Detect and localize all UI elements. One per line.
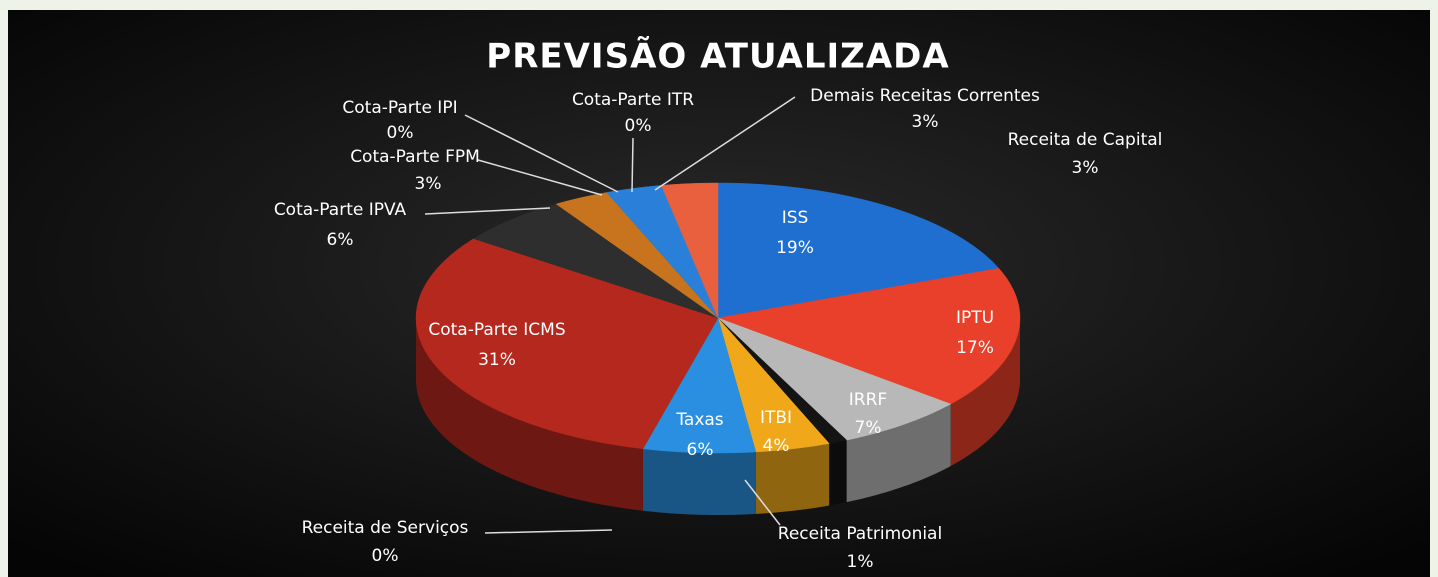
slice-label: Cota-Parte ICMS	[428, 320, 565, 340]
slice-value: 1%	[847, 552, 874, 572]
pie-slice	[415, 238, 719, 450]
slice-value: 0%	[372, 546, 399, 566]
slice-value: 17%	[956, 338, 994, 358]
slice-value: 6%	[327, 230, 354, 250]
slice-label: Demais Receitas Correntes	[810, 86, 1040, 106]
slice-value: 4%	[763, 436, 790, 456]
slice-label: Cota-Parte FPM	[350, 147, 480, 167]
pie-side	[755, 443, 830, 514]
slice-value: 0%	[625, 116, 652, 136]
leader-line	[654, 96, 796, 191]
leader-line	[477, 159, 603, 196]
slice-label: Cota-Parte IPI	[342, 98, 457, 118]
slice-label: Receita de Serviços	[302, 518, 469, 538]
slice-value: 3%	[415, 174, 442, 194]
pie-side	[846, 404, 951, 503]
slice-label: IRRF	[849, 390, 887, 410]
pie-side	[829, 440, 847, 506]
slice-label: Taxas	[675, 410, 723, 430]
slice-value: 0%	[387, 123, 414, 143]
pie-slice	[661, 182, 719, 319]
pie-slice	[717, 317, 830, 453]
slice-value: 19%	[776, 238, 814, 258]
slice-value: 3%	[912, 112, 939, 132]
slice-label: Cota-Parte IPVA	[274, 200, 407, 220]
pie-slice	[717, 182, 1000, 319]
leader-line	[631, 137, 634, 193]
pie-slice	[717, 317, 848, 444]
slice-label: Receita Patrimonial	[778, 524, 942, 544]
chart-title: PREVISÃO ATUALIZADA	[486, 36, 949, 77]
pie-slice	[717, 317, 952, 441]
pie-side	[950, 318, 1020, 467]
slice-value: 6%	[687, 440, 714, 460]
slice-label: Receita de Capital	[1008, 130, 1163, 150]
pie-slice	[642, 317, 757, 454]
leader-line	[464, 114, 619, 193]
leader-line	[744, 479, 781, 526]
slice-label: IPTU	[956, 308, 994, 328]
pie-slice	[717, 268, 1021, 405]
slice-label: Cota-Parte ITR	[572, 90, 694, 110]
slice-label: ISS	[782, 208, 809, 228]
pie-side	[642, 448, 756, 515]
pie-side	[416, 318, 643, 511]
slice-label: ITBI	[760, 408, 792, 428]
leader-line	[484, 529, 613, 534]
slice-value: 7%	[855, 418, 882, 438]
leader-line	[424, 207, 551, 215]
slice-value: 3%	[1072, 158, 1099, 178]
slice-value: 31%	[478, 350, 516, 370]
